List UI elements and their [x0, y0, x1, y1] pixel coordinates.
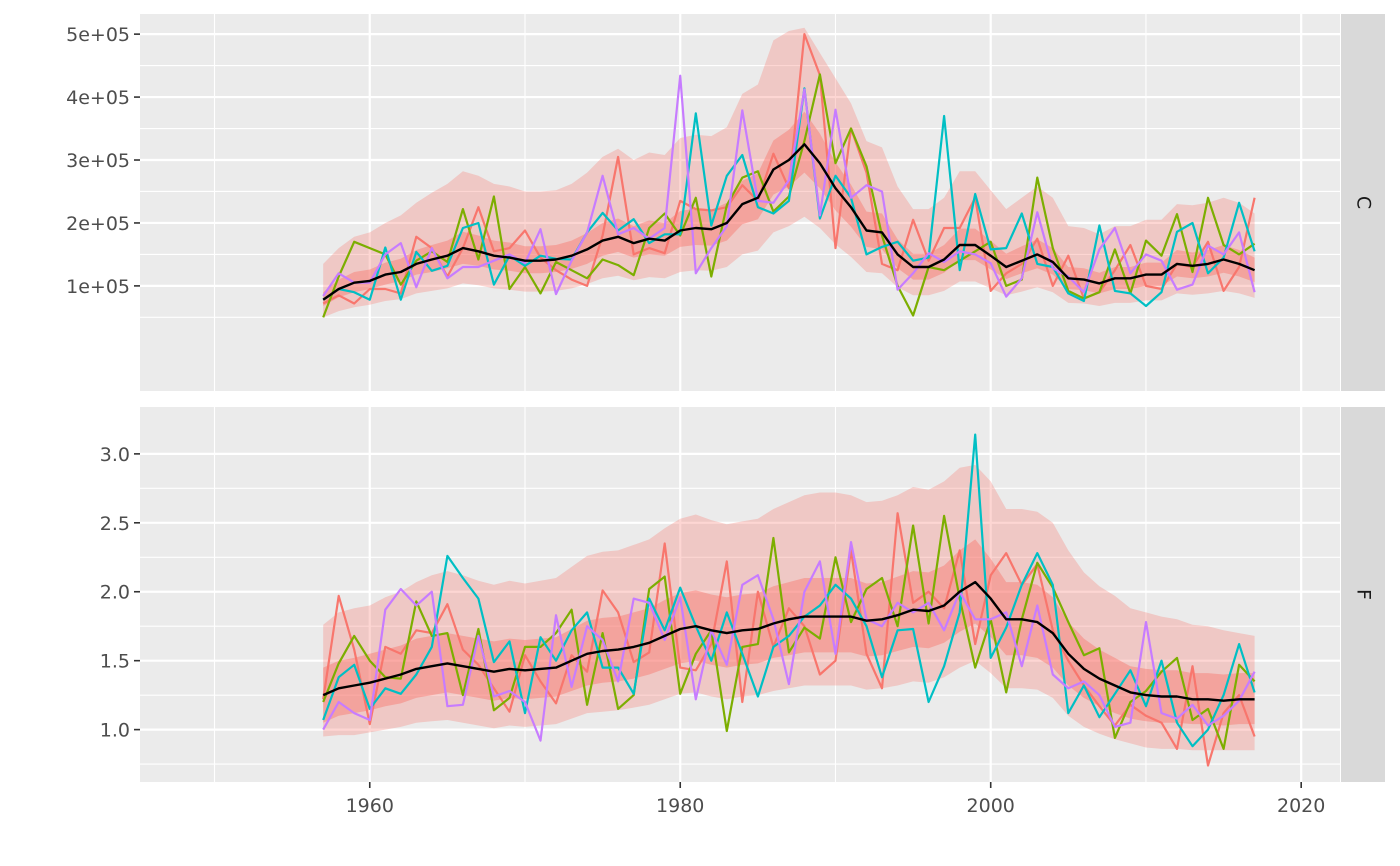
- x-tick-label: 1980: [656, 795, 704, 817]
- y-tick-label: 3.0: [100, 444, 130, 466]
- y-tick-label: 4e+05: [66, 87, 130, 109]
- y-tick-label: 2.5: [100, 513, 130, 535]
- y-tick-label: 5e+05: [66, 24, 130, 46]
- y-tick-label: 2.0: [100, 582, 130, 604]
- panel-background: [140, 14, 1340, 391]
- y-tick-label: 1e+05: [66, 276, 130, 298]
- y-tick-label: 2e+05: [66, 213, 130, 235]
- facet-strip: [1341, 14, 1385, 391]
- outer-interval-band: [323, 27, 1255, 318]
- panel-C: 1e+05 2e+05 3e+05 4e+05 5e+05 C: [66, 14, 1385, 391]
- facet-strip-label: C: [1353, 196, 1375, 209]
- series-line-1: [322, 512, 1256, 767]
- y-tick-label: 1.5: [100, 651, 130, 673]
- x-tick-label: 2000: [967, 795, 1015, 817]
- series-line-2: [322, 514, 1256, 750]
- series-line-3: [322, 433, 1256, 748]
- x-tick-label: 2020: [1277, 795, 1325, 817]
- series-line-4: [322, 541, 1256, 742]
- median-line: [322, 580, 1255, 702]
- x-tick-label: 1960: [346, 795, 394, 817]
- series-line-3: [322, 87, 1256, 308]
- y-tick-label: 1.0: [100, 720, 130, 742]
- panel-F: 1.0 1.5 2.0 2.5 3.0 F: [100, 407, 1385, 782]
- median-line: [322, 143, 1256, 301]
- y-tick-label: 3e+05: [66, 150, 130, 172]
- facet-strip: [1341, 407, 1385, 782]
- inner-interval-band: [323, 111, 1255, 306]
- facet-strip-label: F: [1353, 589, 1375, 600]
- series-line-4: [322, 74, 1256, 298]
